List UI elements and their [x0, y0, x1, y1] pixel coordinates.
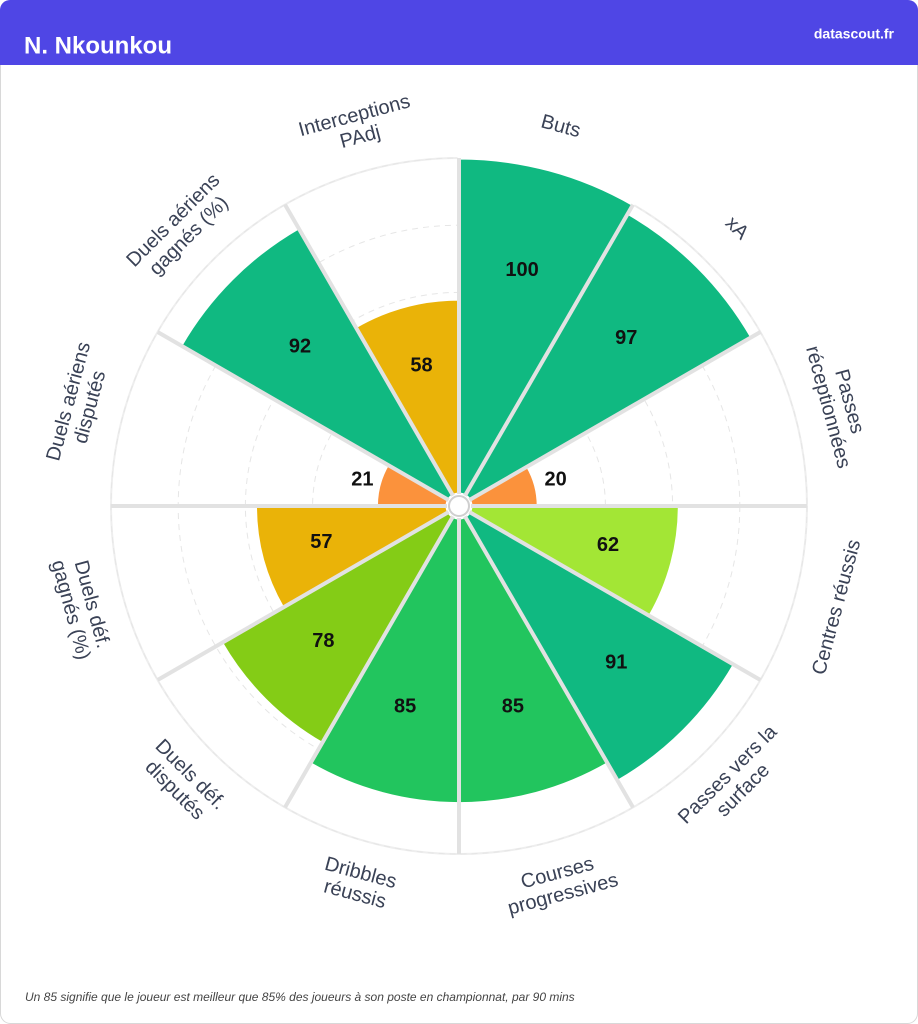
value-label: 92 — [289, 335, 311, 357]
value-label: 85 — [394, 696, 416, 718]
value-label: 57 — [310, 531, 332, 553]
footnote: Un 85 signifie que le joueur est meilleu… — [25, 990, 575, 1004]
value-label: 97 — [615, 327, 637, 349]
value-label: 20 — [544, 468, 566, 490]
value-label: 78 — [312, 630, 334, 652]
wedge — [457, 156, 636, 498]
spoke — [283, 515, 455, 809]
wedge — [308, 514, 461, 806]
wedge — [462, 509, 737, 784]
wedge — [178, 225, 456, 503]
value-label: 100 — [505, 259, 538, 281]
spoke — [468, 330, 762, 502]
wedge — [353, 297, 461, 498]
wedge — [462, 211, 754, 503]
spoke — [463, 515, 635, 809]
wedge — [253, 504, 451, 610]
spoke — [463, 203, 635, 497]
spoke — [156, 510, 450, 682]
value-label: 85 — [502, 696, 524, 718]
value-label: 58 — [410, 354, 432, 376]
category-label: Dribblesréussis — [317, 853, 399, 914]
spoke — [283, 203, 455, 497]
source: datascout.fr — [814, 26, 895, 42]
wedge — [457, 514, 610, 806]
value-label: 91 — [605, 652, 627, 674]
value-label: 62 — [597, 534, 619, 556]
chart-title: N. Nkounkou — [24, 32, 172, 59]
wedge — [467, 504, 681, 619]
header — [0, 0, 918, 65]
value-label: 21 — [351, 468, 373, 490]
spoke — [156, 330, 450, 502]
spoke — [468, 510, 762, 682]
wedge — [219, 509, 456, 746]
center-hole — [448, 495, 470, 517]
